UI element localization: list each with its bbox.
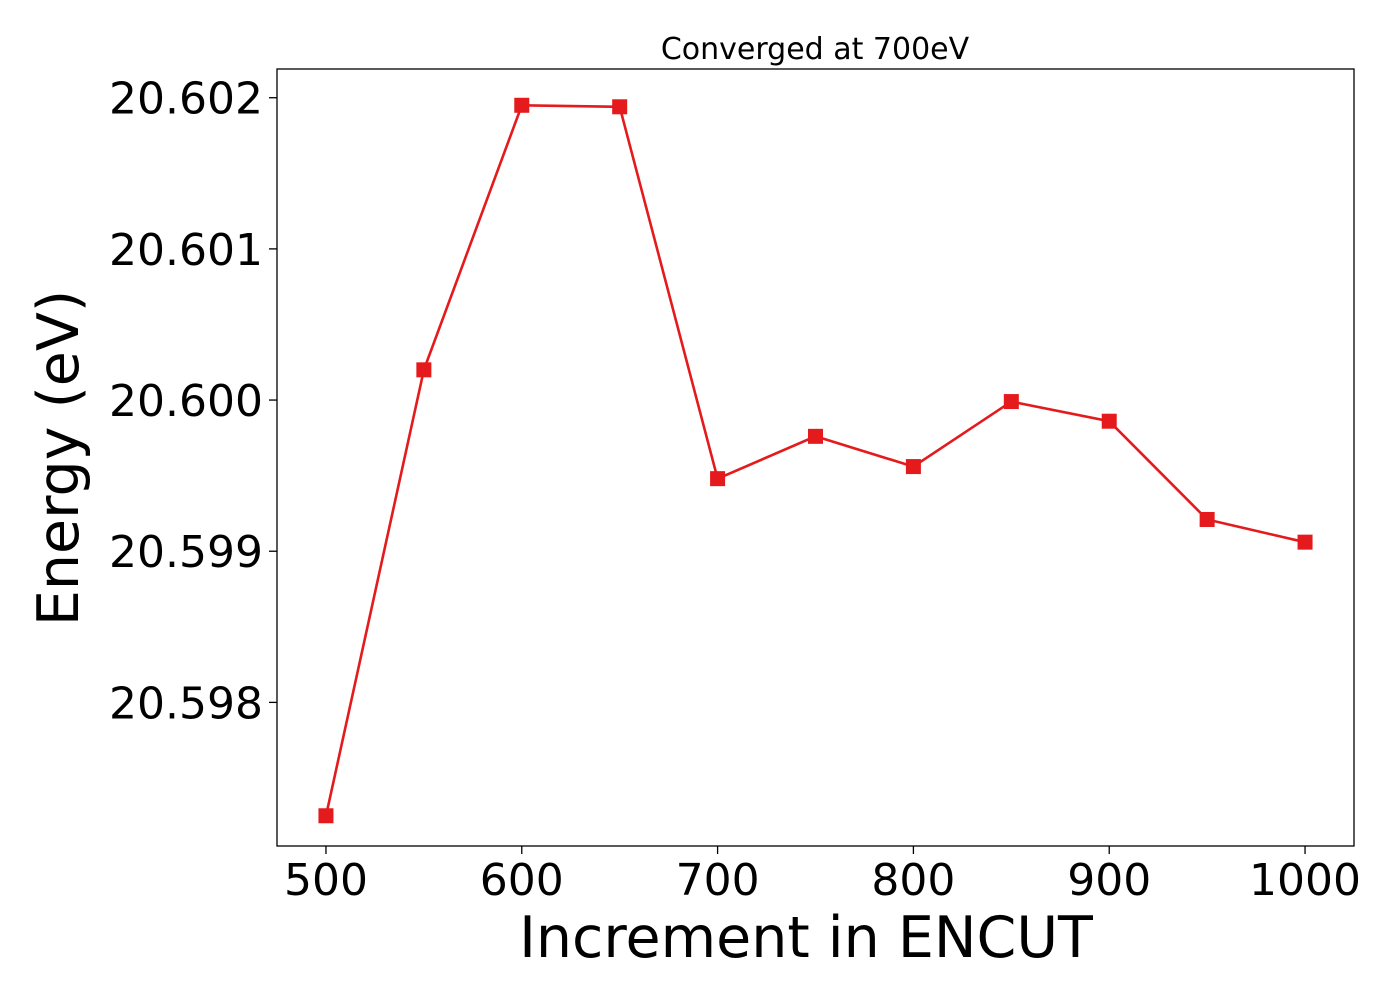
y-axis: 20.598 20.599 20.600 20.601 20.602 (109, 74, 277, 729)
x-tick-label: 500 (284, 855, 368, 906)
data-point-marker (1199, 511, 1215, 527)
series-markers (318, 97, 1313, 824)
data-point-marker (416, 362, 432, 378)
x-tick-label: 600 (480, 855, 564, 906)
x-axis-label: Increment in ENCUT (519, 905, 1093, 971)
data-point-marker (710, 471, 726, 487)
data-point-marker (612, 99, 628, 115)
data-point-marker (1297, 534, 1313, 550)
x-axis: 500 600 700 800 900 1000 (284, 846, 1361, 906)
data-point-marker (318, 808, 334, 824)
chart-title: Converged at 700eV (661, 32, 970, 67)
data-point-marker (905, 459, 921, 475)
series-line (324, 103, 1306, 817)
x-tick-label: 900 (1067, 855, 1151, 906)
y-tick-label: 20.602 (109, 74, 263, 125)
y-tick-label: 20.598 (109, 678, 263, 729)
data-point-marker (808, 428, 823, 444)
data-point-marker (514, 97, 530, 113)
y-tick-label: 20.601 (109, 225, 263, 276)
data-point-marker (1003, 394, 1019, 410)
data-point-marker (1101, 413, 1117, 429)
x-tick-label: 1000 (1249, 855, 1361, 906)
x-tick-label: 800 (871, 855, 955, 906)
y-tick-label: 20.599 (109, 527, 263, 578)
plot-area-frame (276, 68, 1355, 847)
y-tick-label: 20.600 (109, 376, 263, 427)
y-axis-label: Energy (eV) (26, 290, 92, 626)
x-tick-label: 700 (676, 855, 760, 906)
